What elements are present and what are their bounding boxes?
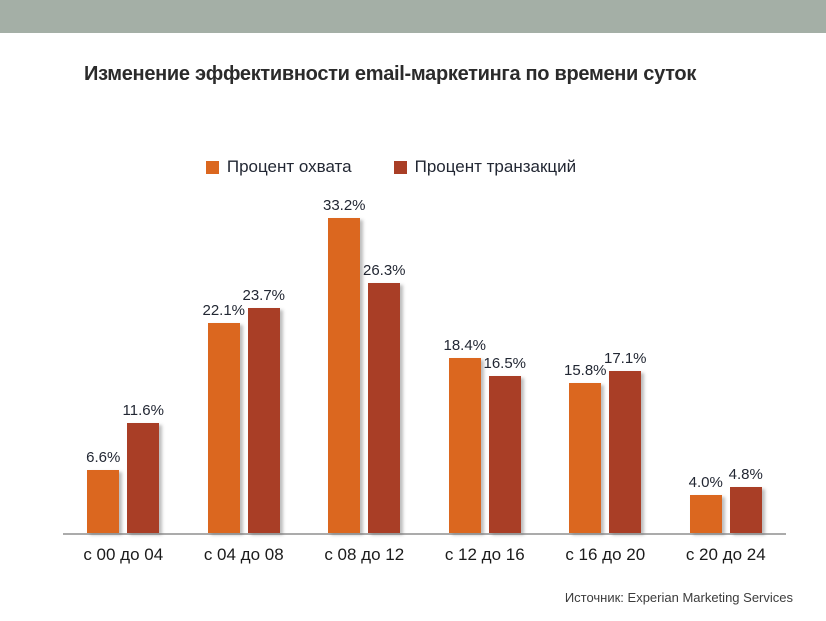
chart-title: Изменение эффективности email-маркетинга… (84, 63, 697, 85)
bar-series2-4: 16.5% (483, 355, 526, 533)
x-axis-label-3: с 08 до 12 (324, 545, 405, 564)
bar-series2-5: 17.1% (604, 350, 647, 533)
slide-top-band (0, 0, 826, 33)
bar-series1-4: 18.4% (443, 337, 486, 533)
bar-series2-1: 11.6% (123, 402, 164, 533)
bar-value-label: 26.3% (362, 262, 406, 279)
legend-swatch-icon (393, 160, 407, 174)
bar-series1-3: 33.2% (323, 197, 366, 533)
chart-legend: Процент охвата Процент транзакций (0, 157, 804, 177)
bar-value-label: 22.1% (202, 302, 246, 319)
x-axis-label-1: с 00 до 04 (83, 545, 164, 564)
bar-value-label: 33.2% (322, 197, 366, 214)
bar-series1-5: 15.8% (564, 362, 607, 533)
legend-item-2: Процент транзакций (393, 157, 577, 177)
bar-value-label: 18.4% (443, 337, 487, 354)
bar-series1-1: 6.6% (86, 449, 120, 533)
legend-label: Процент транзакций (414, 157, 577, 176)
bar-value-label: 11.6% (122, 402, 164, 419)
bar-group-2: 22.1% 23.7% (184, 193, 305, 533)
bar-group-1: 6.6% 11.6% (63, 193, 184, 533)
plot-area: 6.6% 11.6% 22.1% 23.7% 33.2% 26.3% 18.4% 16.5% 1… (63, 193, 786, 535)
bar-value-label: 4.0% (688, 474, 723, 491)
x-axis-label-6: с 20 до 24 (685, 545, 766, 564)
bar-series1-6: 4.0% (689, 474, 723, 533)
bar-group-5: 15.8% 17.1% (545, 193, 666, 533)
bar-value-label: 6.6% (86, 449, 121, 466)
bar-series2-3: 26.3% (363, 262, 406, 533)
x-axis-label-2: с 04 до 08 (203, 545, 284, 564)
bar-series2-6: 4.8% (729, 466, 763, 533)
bar-value-label: 17.1% (603, 350, 647, 367)
legend-item-1: Процент охвата (205, 157, 352, 177)
bar-group-4: 18.4% 16.5% (425, 193, 546, 533)
bar-value-label: 4.8% (728, 466, 763, 483)
bar-series1-2: 22.1% (202, 302, 245, 533)
x-axis-labels: с 00 до 04 с 04 до 08 с 08 до 12 с 12 до 16… (63, 545, 786, 565)
legend-swatch-icon (205, 160, 219, 174)
bar-value-label: 15.8% (563, 362, 607, 379)
bar-series2-2: 23.7% (242, 287, 285, 533)
x-axis-label-5: с 16 до 20 (565, 545, 646, 564)
source-note: Источник: Experian Marketing Services (564, 590, 793, 605)
bar-group-6: 4.0% 4.8% (666, 193, 787, 533)
bar-value-label: 16.5% (483, 355, 527, 372)
legend-label: Процент охвата (226, 157, 352, 176)
bar-group-3: 33.2% 26.3% (304, 193, 425, 533)
x-axis-label-4: с 12 до 16 (444, 545, 525, 564)
bar-value-label: 23.7% (242, 287, 286, 304)
